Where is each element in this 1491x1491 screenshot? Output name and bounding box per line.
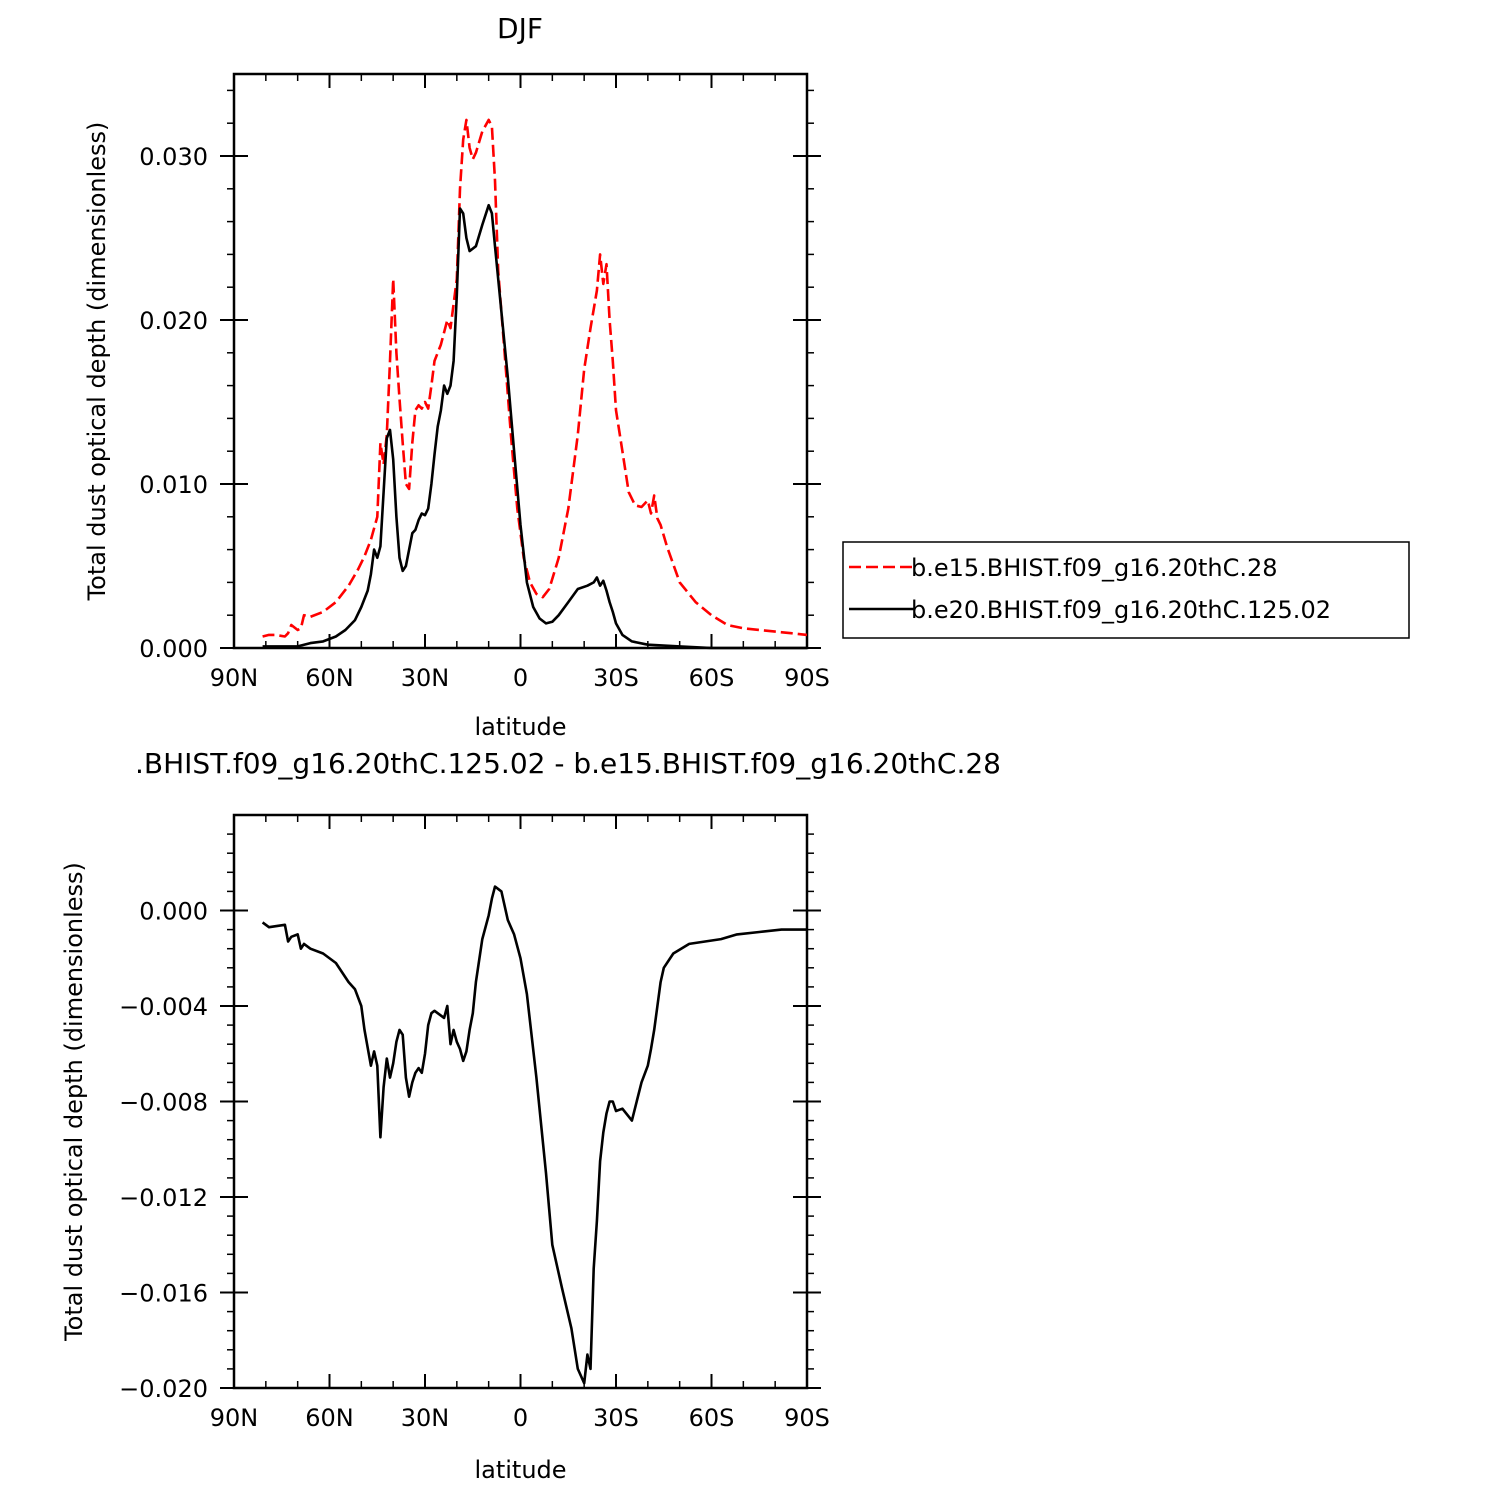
y-tick-label: −0.012 (119, 1184, 208, 1212)
series-line-0 (261, 885, 807, 1385)
y-tick-label: 0.020 (139, 307, 208, 335)
y-tick-label: 0.010 (139, 471, 208, 499)
x-tick-label: 90S (784, 1404, 830, 1432)
x-tick-label: 90S (784, 664, 830, 692)
y-tick-label: 0.030 (139, 143, 208, 171)
x-tick-label: 60N (305, 664, 354, 692)
y-tick-label: −0.004 (119, 993, 208, 1021)
y-tick-label: 0.000 (139, 635, 208, 663)
x-tick-label: 60N (305, 1404, 354, 1432)
x-tick-label: 0 (513, 1404, 528, 1432)
x-tick-label: 30N (401, 1404, 450, 1432)
x-tick-label: 90N (210, 1404, 259, 1432)
x-tick-label: 30S (593, 1404, 639, 1432)
legend-entry: b.e15.BHIST.f09_g16.20thC.28 (911, 554, 1278, 582)
y-tick-label: 0.000 (139, 898, 208, 926)
x-tick-label: 30S (593, 664, 639, 692)
x-tick-label: 0 (513, 664, 528, 692)
y-axis-label: Total dust optical depth (dimensionless) (60, 862, 88, 1342)
legend: b.e15.BHIST.f09_g16.20thC.28 b.e20.BHIST.… (842, 541, 1410, 639)
chart-title: .BHIST.f09_g16.20thC.125.02 - b.e15.BHIS… (135, 747, 1001, 780)
x-axis-label: latitude (474, 713, 566, 741)
x-axis-label: latitude (474, 1456, 566, 1484)
x-tick-label: 60S (689, 1404, 735, 1432)
series-line-0 (262, 118, 808, 638)
legend-entry: b.e20.BHIST.f09_g16.20thC.125.02 (911, 596, 1331, 624)
djf-panel: DJF 90N 60N 30N 0 30S 60S 90S 0.000 0.010 0.020 0.0… (83, 12, 830, 741)
chart-title: DJF (497, 12, 543, 45)
x-tick-label: 60S (689, 664, 735, 692)
y-axis-label: Total dust optical depth (dimensionless) (83, 122, 111, 602)
legend-box (842, 541, 1410, 639)
plot-frame (232, 813, 809, 1390)
y-tick-label: −0.016 (119, 1280, 208, 1308)
plot-frame (232, 72, 809, 650)
y-tick-label: −0.008 (119, 1089, 208, 1117)
difference-panel: .BHIST.f09_g16.20thC.125.02 - b.e15.BHIS… (60, 747, 1001, 1484)
x-tick-label: 90N (210, 664, 259, 692)
x-tick-label: 30N (401, 664, 450, 692)
series-line-1 (262, 203, 807, 650)
y-tick-label: −0.020 (119, 1375, 208, 1403)
